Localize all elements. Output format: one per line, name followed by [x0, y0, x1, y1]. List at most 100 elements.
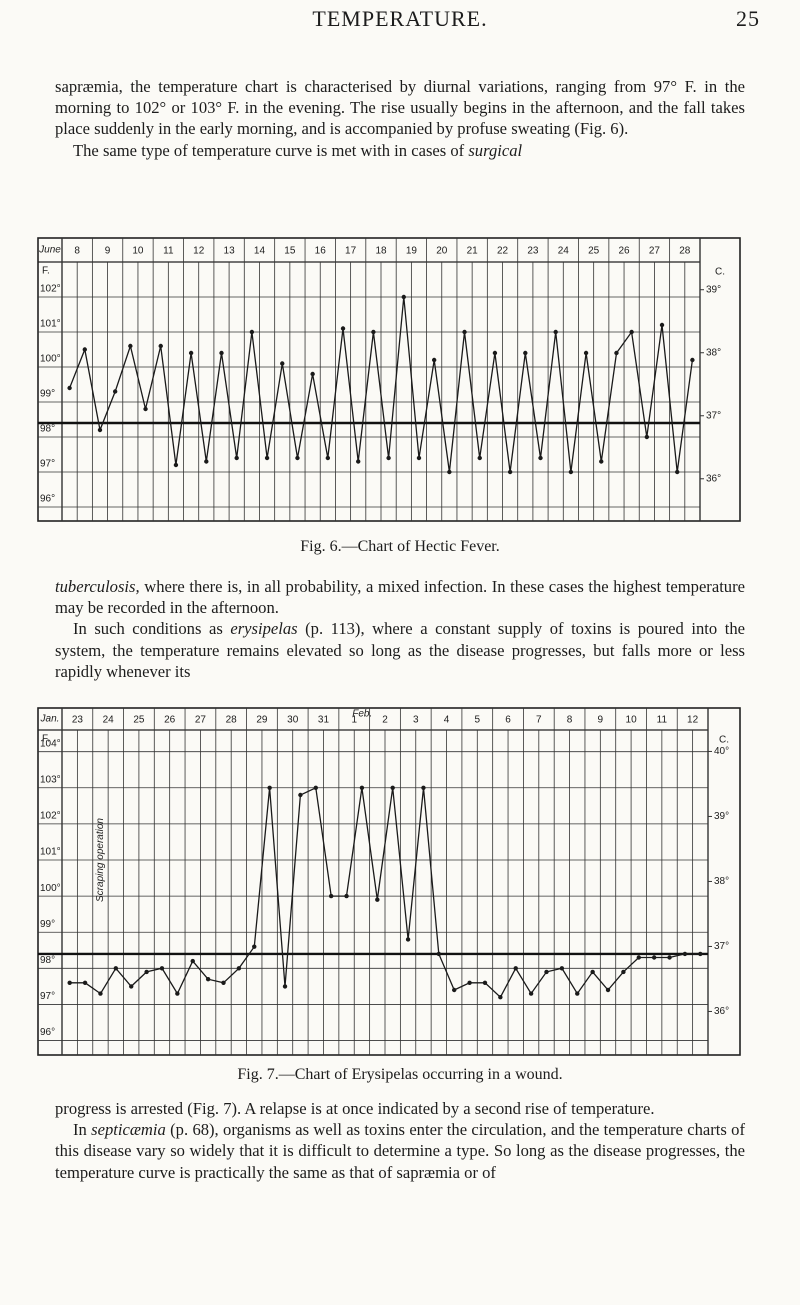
month-label: Feb. — [352, 709, 372, 720]
y-axis-label: F. — [42, 734, 50, 745]
x-tick-label: 25 — [133, 715, 145, 726]
temperature-line — [69, 786, 701, 999]
temperature-point — [143, 406, 148, 412]
temperature-point — [249, 329, 255, 335]
x-tick-label: 12 — [193, 246, 205, 257]
running-title: TEMPERATURE. — [312, 6, 488, 31]
paragraph: sapræmia, the temperature chart is chara… — [55, 76, 745, 140]
temperature-point — [682, 951, 688, 957]
temperature-point — [599, 459, 604, 464]
temperature-point — [67, 385, 72, 391]
temperature-point — [159, 966, 165, 971]
temperature-point — [575, 991, 580, 996]
temperature-point — [462, 329, 467, 335]
y2-tick-label: 38° — [714, 876, 729, 887]
x-tick-label: 19 — [406, 246, 418, 257]
x-tick-label: 27 — [649, 246, 661, 257]
temperature-point — [452, 987, 457, 993]
x-tick-label: 28 — [679, 246, 691, 257]
x-tick-label: 30 — [287, 715, 299, 726]
text-run: septicæmia — [91, 1120, 166, 1140]
temperature-line — [68, 296, 694, 473]
y2-tick-label: 36° — [706, 473, 721, 484]
x-tick-label: 9 — [105, 246, 111, 257]
y-tick-label: 100° — [40, 354, 61, 365]
temperature-point — [621, 969, 626, 975]
y-axis-label: F. — [42, 266, 50, 277]
x-tick-label: 31 — [318, 715, 330, 726]
temperature-point — [356, 459, 361, 464]
y2-tick-label: 36° — [714, 1006, 729, 1017]
temperature-point — [313, 785, 318, 790]
x-tick-label: 6 — [505, 715, 511, 726]
temperature-point — [528, 991, 534, 996]
temperature-point — [447, 469, 452, 475]
y-tick-label: 97° — [40, 991, 55, 1002]
temperature-point — [375, 897, 380, 902]
temperature-point — [129, 984, 134, 989]
y-tick-label: 101° — [40, 847, 61, 858]
temperature-point — [113, 966, 119, 971]
temperature-point — [507, 469, 513, 475]
y2-tick-label: 40° — [714, 746, 729, 757]
temperature-point — [219, 350, 224, 356]
figure-caption: Fig. 6.—Chart of Hectic Fever. — [300, 538, 500, 555]
y-tick-label: 99° — [40, 389, 55, 400]
text-run: tuberculosis, — [55, 577, 140, 596]
x-tick-label: 3 — [413, 715, 419, 726]
x-tick-label: 29 — [256, 715, 268, 726]
figure-caption: Fig. 7.—Chart of Erysipelas occurring in… — [237, 1066, 563, 1083]
temperature-point — [523, 350, 528, 356]
x-tick-label: 24 — [103, 715, 115, 726]
x-tick-label: 17 — [345, 246, 357, 257]
x-tick-label: 9 — [598, 715, 604, 726]
temperature-point — [359, 785, 365, 790]
temperature-point — [559, 966, 565, 971]
temperature-point — [97, 427, 103, 433]
y2-axis-label: C. — [719, 735, 729, 746]
x-tick-label: 28 — [226, 715, 238, 726]
y2-tick-label: 39° — [706, 284, 721, 295]
text-run: (p. 68), organisms as well as toxins ent… — [55, 1120, 745, 1182]
x-tick-label: 26 — [164, 715, 176, 726]
temperature-point — [386, 455, 391, 461]
temperature-point — [667, 955, 672, 960]
temperature-point — [690, 357, 695, 363]
temperature-point — [325, 455, 331, 461]
text-run: progress is arrested (Fig. 7). A relapse… — [55, 1099, 655, 1118]
temperature-point — [280, 361, 285, 366]
temperature-point — [82, 347, 87, 352]
y-tick-label: 104° — [40, 738, 61, 749]
chart-frame — [37, 237, 741, 522]
paragraph: tuberculosis, where there is, in all pro… — [55, 576, 745, 618]
temperature-point — [467, 980, 472, 985]
temperature-point — [498, 995, 503, 1000]
temperature-point — [98, 991, 103, 996]
temperature-point — [175, 991, 180, 996]
y-tick-label: 103° — [40, 774, 61, 785]
y2-tick-label: 39° — [714, 811, 729, 822]
text-run: erysipelas — [230, 619, 298, 639]
paragraph: In septicæmia (p. 68), organisms as well… — [55, 1119, 745, 1183]
temperature-point — [492, 350, 498, 356]
temperature-point — [675, 469, 680, 475]
page-number: 25 — [736, 6, 760, 31]
y-tick-label: 99° — [40, 919, 55, 930]
temperature-point — [298, 792, 303, 798]
temperature-point — [544, 969, 549, 975]
temperature-point — [651, 955, 657, 960]
annotation: Scraping operation — [95, 818, 106, 902]
temperature-point — [431, 357, 437, 363]
temperature-point — [204, 459, 209, 464]
temperature-point — [112, 389, 118, 394]
x-tick-label: 26 — [618, 246, 630, 257]
temperature-point — [553, 329, 558, 335]
temperature-point — [328, 893, 334, 899]
temperature-point — [82, 980, 88, 985]
temperature-point — [698, 951, 703, 957]
temperature-point — [583, 350, 589, 356]
x-tick-label: 10 — [132, 246, 144, 257]
y2-tick-label: 37° — [706, 410, 721, 421]
temperature-point — [344, 893, 349, 899]
x-tick-label: 27 — [195, 715, 207, 726]
